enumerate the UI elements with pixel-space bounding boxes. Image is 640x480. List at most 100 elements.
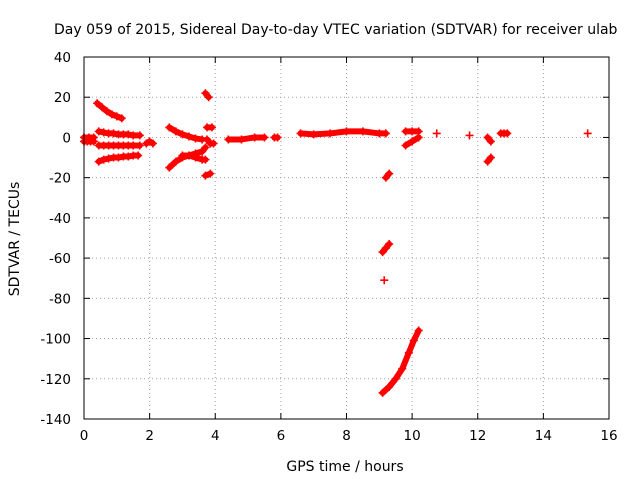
data-point (296, 129, 305, 138)
data-point (206, 169, 215, 178)
data-point (583, 129, 592, 138)
data-point (483, 133, 492, 142)
data-point (483, 157, 492, 166)
data-point (380, 276, 389, 285)
series-s7 (142, 137, 157, 148)
data-point (201, 155, 210, 164)
data-point (486, 137, 495, 146)
series-s22 (401, 127, 423, 136)
data-point (185, 151, 193, 160)
data-point (207, 123, 216, 132)
data-point (98, 103, 107, 112)
data-point (391, 374, 400, 383)
data-point (273, 133, 282, 142)
data-point (503, 129, 512, 138)
series-s21 (378, 326, 423, 397)
series-s12 (203, 123, 216, 132)
series-s4 (94, 127, 144, 140)
series-s18 (381, 169, 394, 182)
series-s5 (94, 141, 144, 150)
data-point (414, 133, 423, 142)
data-point (203, 135, 212, 144)
plot-frame (83, 56, 610, 420)
data-point (385, 169, 394, 178)
data-point (237, 135, 246, 144)
x-axis-ticks: 0 2 4 6 8 10 12 14 16 (80, 57, 618, 444)
x-tick-label: 2 (145, 428, 154, 444)
y-tick-label: -100 (40, 332, 71, 348)
series-trace (225, 134, 268, 143)
data-point (250, 133, 259, 142)
x-axis-label: GPS time / hours (286, 459, 403, 475)
data-point (198, 147, 207, 156)
x-tick-label: 0 (80, 428, 89, 444)
data-point (342, 127, 351, 136)
data-point (178, 130, 187, 139)
data-point (385, 240, 394, 249)
data-point (309, 130, 318, 139)
data-point (134, 151, 143, 160)
data-point (99, 128, 108, 137)
data-point (171, 127, 180, 136)
data-point (201, 143, 210, 152)
data-point (381, 244, 390, 253)
data-point (201, 171, 210, 180)
series-s6 (94, 151, 143, 166)
y-axis-label: SDTVAR / TECUs (7, 182, 23, 297)
series-s25 (465, 131, 474, 140)
y-tick-label: -60 (49, 251, 71, 267)
series-trace (166, 124, 206, 143)
data-point (99, 155, 108, 164)
series-s23 (401, 133, 423, 150)
series-s8 (165, 123, 207, 144)
data-point (135, 141, 144, 150)
series-s13 (203, 135, 218, 148)
x-tick-label: 12 (469, 428, 486, 444)
y-tick-label: -20 (49, 171, 71, 187)
data-point (224, 135, 233, 144)
data-point (148, 139, 157, 148)
x-tick-label: 14 (535, 428, 552, 444)
series-s20 (380, 276, 389, 285)
data-point (124, 152, 133, 161)
data-point (93, 99, 102, 108)
data-point (432, 129, 441, 138)
data-point (465, 131, 474, 140)
x-tick-label: 6 (277, 428, 286, 444)
series-s14 (201, 169, 215, 180)
x-tick-label: 16 (600, 428, 617, 444)
y-tick-label: -140 (40, 412, 71, 428)
data-point (191, 153, 200, 162)
chart-title: Day 059 of 2015, Sidereal Day-to-day VTE… (54, 22, 618, 38)
data-point (89, 137, 98, 146)
data-point (260, 133, 269, 142)
data-point (204, 93, 213, 102)
series-s17 (296, 127, 390, 139)
data-point (109, 129, 118, 138)
data-point (209, 139, 218, 148)
data-point (404, 348, 413, 357)
data-point (171, 157, 180, 166)
x-tick-label: 8 (342, 428, 351, 444)
x-tick-label: 10 (404, 428, 421, 444)
data-point (165, 123, 174, 132)
data-point (104, 154, 113, 163)
data-point (114, 153, 123, 162)
series-s11 (201, 89, 213, 102)
data-point (401, 141, 410, 150)
y-tick-label: 40 (54, 50, 71, 66)
data-point (414, 326, 423, 335)
data-point (191, 134, 200, 143)
data-point (385, 382, 394, 391)
series-s16 (270, 133, 282, 142)
y-tick-label: -40 (49, 211, 71, 227)
data-point (94, 127, 103, 136)
x-tick-label: 4 (211, 428, 220, 444)
data-point (408, 137, 417, 146)
y-tick-label: 0 (62, 130, 71, 146)
series-s3 (93, 99, 126, 123)
grid-lines (84, 57, 609, 419)
data-point (185, 132, 193, 141)
series-s10 (178, 151, 210, 164)
